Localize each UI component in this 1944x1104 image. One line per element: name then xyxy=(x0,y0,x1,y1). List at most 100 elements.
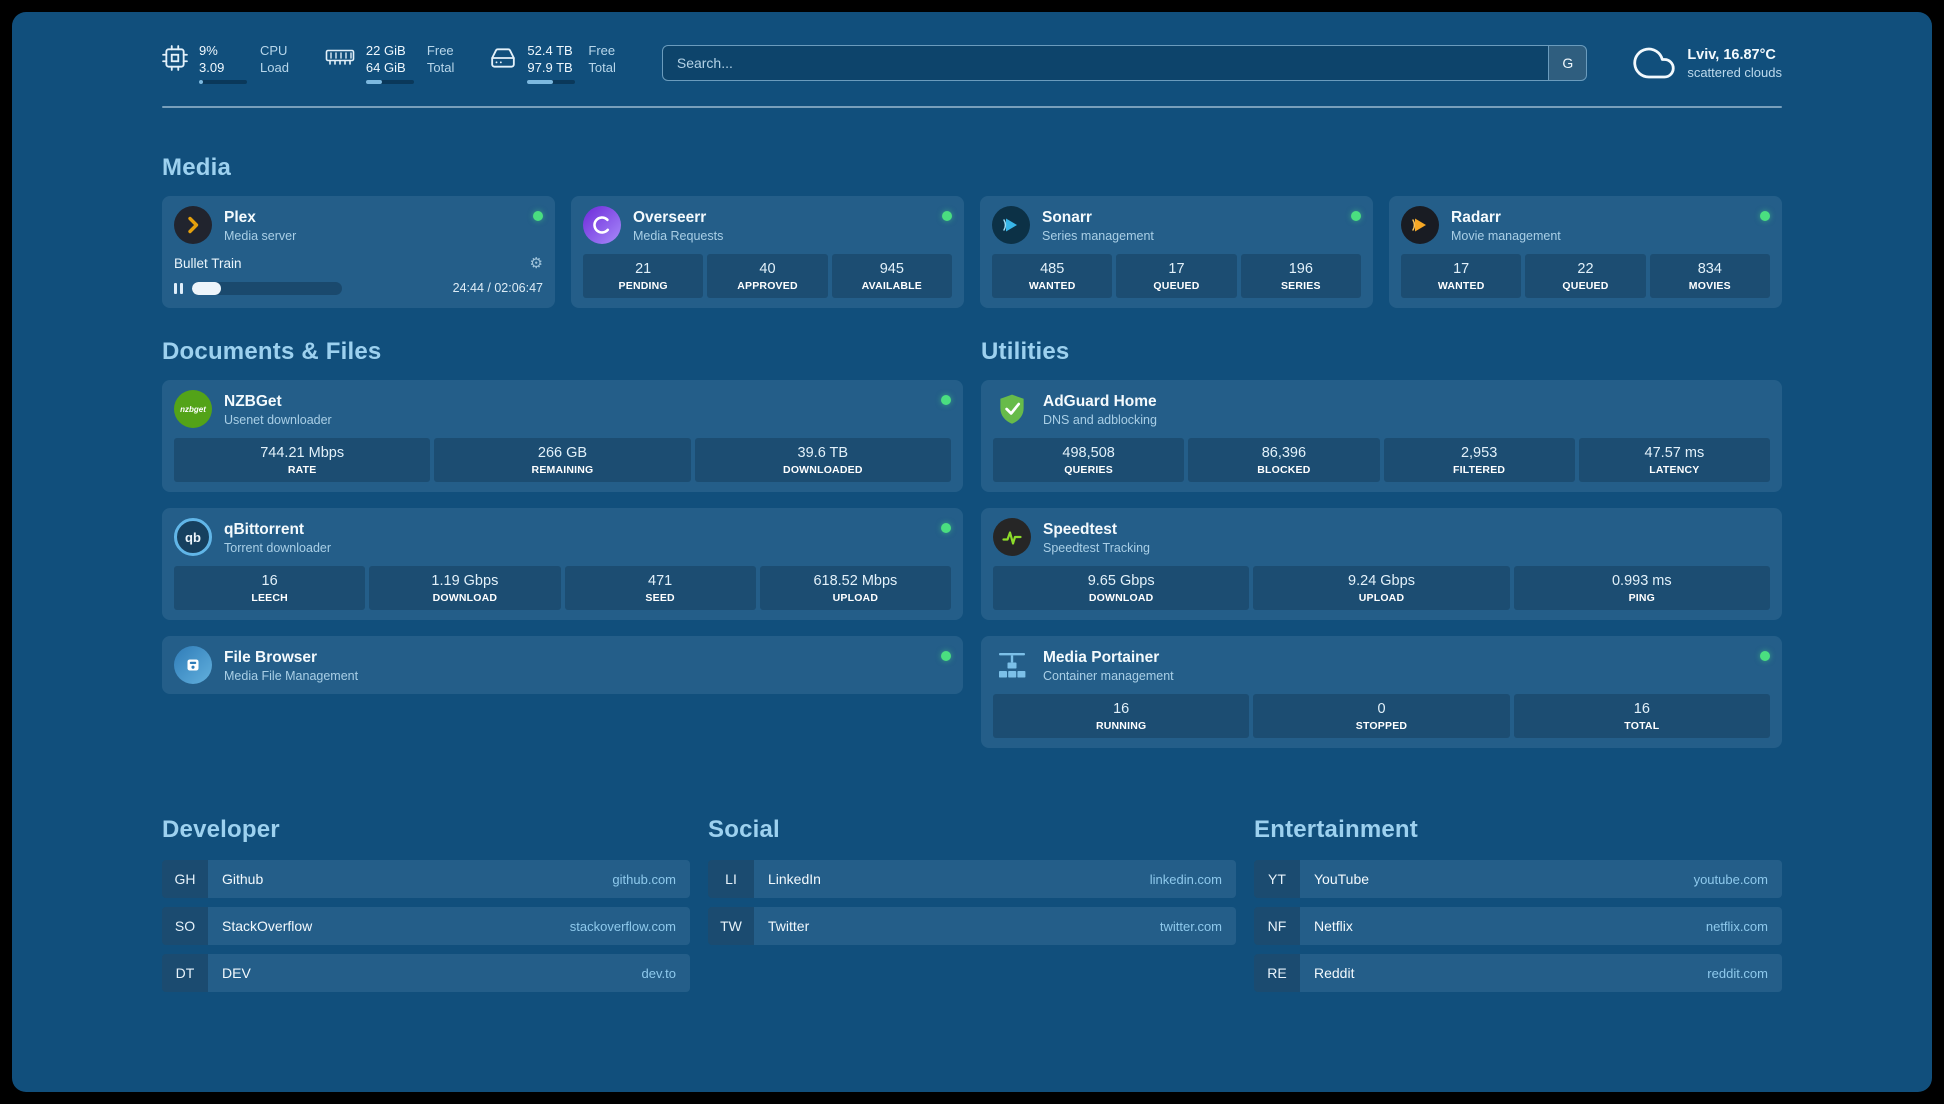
service-name: File Browser xyxy=(224,648,318,666)
adguard-icon xyxy=(993,390,1031,428)
memory-values: 22 GiB 64 GiB xyxy=(365,42,414,84)
stat-filtered: 2,953 FILTERED xyxy=(1383,438,1575,482)
bookmark-youtube[interactable]: YT YouTube youtube.com xyxy=(1254,860,1782,898)
weather-location: Lviv, 16.87°C xyxy=(1687,46,1776,63)
service-card-qbittorrent[interactable]: qb qBittorrent Torrent downloader 16 LEEC… xyxy=(162,508,963,620)
cpu-usage: 9% xyxy=(199,43,218,58)
cpu-load-label: Load xyxy=(260,60,289,75)
stat-upload: 618.52 Mbps UPLOAD xyxy=(759,566,951,610)
memory-progress xyxy=(365,80,414,84)
search-input[interactable] xyxy=(662,46,1549,80)
service-subtitle: Series management xyxy=(1042,228,1154,243)
bookmark-domain: reddit.com xyxy=(1707,965,1768,981)
stat-blocked: 86,396 BLOCKED xyxy=(1188,438,1380,482)
service-card-plex[interactable]: Plex Media server Bullet Train ⚙ 24:44 /… xyxy=(162,196,555,308)
portainer-icon xyxy=(993,646,1031,684)
stat-queued: 17 QUEUED xyxy=(1116,254,1237,298)
memory-free-label: Free xyxy=(426,43,454,58)
service-subtitle: Media server xyxy=(224,228,297,243)
stat-approved: 40 APPROVED xyxy=(707,254,828,298)
bookmark-domain: stackoverflow.com xyxy=(569,918,676,934)
bookmark-stackoverflow[interactable]: SO StackOverflow stackoverflow.com xyxy=(162,907,690,945)
status-dot xyxy=(941,651,951,661)
stat-wanted: 17 WANTED xyxy=(1401,254,1522,298)
gear-icon[interactable]: ⚙ xyxy=(529,254,543,272)
cpu-load: 3.09 xyxy=(199,60,225,75)
service-card-adguard[interactable]: AdGuard Home DNS and adblocking 498,508 Q… xyxy=(981,380,1782,492)
section-title-utilities: Utilities xyxy=(981,338,1070,365)
service-name: qBittorrent xyxy=(224,520,305,538)
service-subtitle: Usenet downloader xyxy=(224,412,332,427)
status-dot xyxy=(533,211,543,221)
stat-available: 945 AVAILABLE xyxy=(831,254,952,298)
stat-leech: 16 LEECH xyxy=(174,566,366,610)
bookmark-name: StackOverflow xyxy=(222,918,313,934)
bookmark-name: Github xyxy=(222,871,264,887)
playback-progress-bar xyxy=(192,281,342,295)
stat-series: 196 SERIES xyxy=(1240,254,1361,298)
bookmark-twitter[interactable]: TW Twitter twitter.com xyxy=(708,907,1236,945)
disk-progress xyxy=(527,80,576,84)
service-name: Sonarr xyxy=(1042,208,1092,226)
status-dot xyxy=(1760,211,1770,221)
memory-free: 22 GiB xyxy=(365,43,406,58)
service-name: Speedtest xyxy=(1043,520,1118,538)
stat-wanted: 485 WANTED xyxy=(992,254,1113,298)
stat-download: 1.19 Gbps DOWNLOAD xyxy=(369,566,561,610)
service-card-nzbget[interactable]: nzbget NZBGet Usenet downloader 744.21 M… xyxy=(162,380,963,492)
stat-total: 16 TOTAL xyxy=(1513,694,1770,738)
status-dot xyxy=(942,211,952,221)
bookmark-abbr: TW xyxy=(708,907,754,945)
disk-total-label: Total xyxy=(588,60,616,75)
service-subtitle: Movie management xyxy=(1451,228,1561,243)
service-card-filebrowser[interactable]: File Browser Media File Management xyxy=(162,636,963,694)
service-card-speedtest[interactable]: Speedtest Speedtest Tracking 9.65 Gbps DO… xyxy=(981,508,1782,620)
section-title-media: Media xyxy=(162,154,232,181)
stat-rate: 744.21 Mbps RATE xyxy=(174,438,431,482)
status-dot xyxy=(941,395,951,405)
sonarr-icon xyxy=(992,206,1030,244)
topbar: 9% 3.09 CPU Load xyxy=(162,42,1782,84)
search-provider-button[interactable]: G xyxy=(1548,46,1587,80)
bookmark-reddit[interactable]: RE Reddit reddit.com xyxy=(1254,954,1782,992)
bookmark-dev[interactable]: DT DEV dev.to xyxy=(162,954,690,992)
resource-widgets: 9% 3.09 CPU Load xyxy=(162,42,616,84)
disk-icon xyxy=(491,48,516,68)
cpu-widget: 9% 3.09 CPU Load xyxy=(162,42,289,84)
bookmarks: Developer GH Github github.com SO StackO… xyxy=(162,816,1782,1001)
cpu-values: 9% 3.09 xyxy=(199,42,247,84)
bookmark-domain: dev.to xyxy=(641,965,676,981)
search-bar: G xyxy=(661,45,1588,81)
status-dot xyxy=(1351,211,1361,221)
service-name: Plex xyxy=(224,208,256,226)
now-playing-title: Bullet Train xyxy=(174,255,242,271)
pause-icon xyxy=(174,282,183,294)
service-card-sonarr[interactable]: Sonarr Series management 485 WANTED 17 QUE… xyxy=(980,196,1373,308)
bookmark-abbr: DT xyxy=(162,954,208,992)
bookmark-github[interactable]: GH Github github.com xyxy=(162,860,690,898)
qbittorrent-icon: qb xyxy=(174,518,212,556)
stat-download: 9.65 Gbps DOWNLOAD xyxy=(993,566,1250,610)
disk-labels: Free Total xyxy=(588,42,615,84)
disk-widget: 52.4 TB 97.9 TB Free Total xyxy=(490,42,616,84)
service-card-radarr[interactable]: Radarr Movie management 17 WANTED 22 QUEUE… xyxy=(1389,196,1782,308)
stat-movies: 834 MOVIES xyxy=(1649,254,1770,298)
plex-icon xyxy=(174,206,212,244)
topbar-divider xyxy=(162,106,1782,108)
bookmark-abbr: LI xyxy=(708,860,754,898)
service-card-overseerr[interactable]: Overseerr Media Requests 21 PENDING 40 APP… xyxy=(571,196,964,308)
dashboard-page: 9% 3.09 CPU Load xyxy=(12,12,1932,1092)
memory-total: 64 GiB xyxy=(365,60,406,75)
bookmark-abbr: RE xyxy=(1254,954,1300,992)
stat-upload: 9.24 Gbps UPLOAD xyxy=(1253,566,1510,610)
bookmark-abbr: SO xyxy=(162,907,208,945)
bookmark-name: LinkedIn xyxy=(768,871,821,887)
service-card-portainer[interactable]: Media Portainer Container management 16 R… xyxy=(981,636,1782,748)
nzbget-icon: nzbget xyxy=(174,390,212,428)
playback-time: 24:44 / 02:06:47 xyxy=(452,281,543,295)
bookmark-group-social: Social LI LinkedIn linkedin.com TW Twitt… xyxy=(708,816,1236,1001)
documents-column: Documents & Files nzbget NZBGet Usenet d… xyxy=(162,338,963,710)
bookmark-netflix[interactable]: NF Netflix netflix.com xyxy=(1254,907,1782,945)
cpu-icon xyxy=(162,45,188,71)
bookmark-linkedin[interactable]: LI LinkedIn linkedin.com xyxy=(708,860,1236,898)
